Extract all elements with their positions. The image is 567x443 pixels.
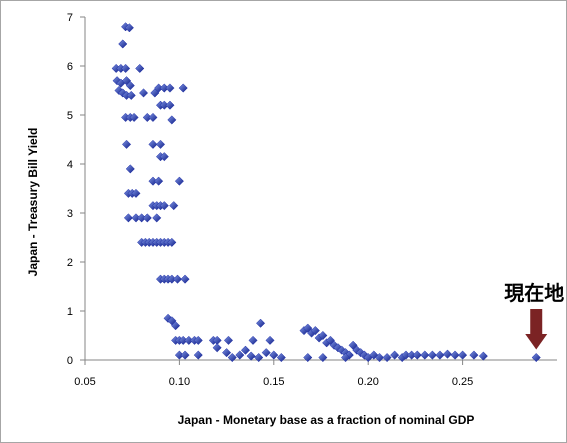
y-tick-label: 5 xyxy=(67,110,73,122)
data-point xyxy=(435,350,445,360)
data-point xyxy=(340,352,351,363)
data-point xyxy=(165,100,175,110)
data-point xyxy=(458,350,468,360)
data-point xyxy=(193,350,203,360)
data-point xyxy=(450,350,460,360)
current-position-label: 現在地 xyxy=(504,281,564,305)
data-point xyxy=(478,351,488,361)
data-point xyxy=(222,348,232,358)
data-point xyxy=(167,237,177,247)
axes xyxy=(84,17,557,361)
y-axis-ticks: 0 1 2 3 4 5 6 7 xyxy=(67,12,85,367)
data-point xyxy=(121,139,132,149)
data-point xyxy=(212,343,222,353)
data-point xyxy=(154,176,164,186)
y-tick-label: 7 xyxy=(67,12,73,24)
data-point xyxy=(223,335,234,345)
data-point xyxy=(246,351,256,361)
data-point xyxy=(159,152,169,162)
data-point xyxy=(240,345,251,355)
data-point xyxy=(469,350,479,360)
data-point xyxy=(123,213,133,223)
data-point xyxy=(167,115,177,125)
data-point xyxy=(124,23,134,33)
data-point xyxy=(265,335,275,345)
data-point xyxy=(269,350,279,360)
data-point xyxy=(310,326,320,336)
y-tick-label: 0 xyxy=(67,355,73,367)
y-axis-title: Japan - Treasury Bill Yield xyxy=(26,128,40,277)
data-point xyxy=(180,350,190,360)
data-point xyxy=(318,330,328,341)
data-point xyxy=(531,352,541,363)
current-position-annotation: 現在地 xyxy=(504,281,564,350)
data-point xyxy=(126,90,136,100)
data-point xyxy=(442,349,453,359)
data-point xyxy=(125,81,135,91)
data-point xyxy=(121,63,131,74)
data-point xyxy=(125,164,135,174)
data-points xyxy=(111,22,541,363)
y-tick-label: 1 xyxy=(67,306,73,318)
x-axis-title: Japan - Monetary base as a fraction of n… xyxy=(178,413,475,427)
y-tick-label: 6 xyxy=(67,61,73,73)
data-point xyxy=(390,350,400,360)
data-point xyxy=(135,63,145,74)
data-point xyxy=(254,352,264,363)
x-tick-label: 0.25 xyxy=(452,376,473,388)
data-point xyxy=(227,352,237,363)
data-point xyxy=(159,201,169,211)
data-point xyxy=(155,139,166,149)
x-tick-label: 0.05 xyxy=(74,376,95,388)
data-point xyxy=(165,83,175,93)
data-point xyxy=(148,112,158,123)
data-point xyxy=(261,348,271,358)
data-point xyxy=(180,274,190,284)
data-point xyxy=(148,139,158,149)
data-point xyxy=(138,88,149,98)
x-axis-ticks: 0.05 0.10 0.15 0.20 0.25 xyxy=(74,360,473,388)
y-tick-label: 3 xyxy=(67,208,73,220)
x-tick-label: 0.10 xyxy=(169,376,190,388)
data-point xyxy=(248,335,258,345)
data-point xyxy=(303,352,313,363)
y-tick-label: 4 xyxy=(67,159,73,171)
data-point xyxy=(412,350,422,360)
current-position-arrow-icon xyxy=(525,309,548,350)
data-point xyxy=(174,176,184,186)
data-point xyxy=(142,213,152,223)
data-point xyxy=(171,321,181,331)
data-point xyxy=(427,350,437,360)
x-tick-label: 0.20 xyxy=(357,376,378,388)
data-point xyxy=(169,201,179,211)
data-point xyxy=(420,350,430,360)
data-point xyxy=(118,39,128,49)
data-point xyxy=(172,274,183,284)
y-tick-label: 2 xyxy=(67,257,73,269)
x-tick-label: 0.15 xyxy=(263,376,284,388)
data-point xyxy=(112,76,122,86)
data-point xyxy=(235,350,245,360)
data-point xyxy=(374,352,385,363)
data-point xyxy=(256,318,266,328)
data-point xyxy=(276,352,286,363)
data-point xyxy=(178,83,188,93)
data-point xyxy=(318,352,328,363)
data-point xyxy=(193,335,203,345)
data-point xyxy=(382,352,392,363)
data-point xyxy=(152,213,162,223)
data-point xyxy=(129,112,139,123)
data-point xyxy=(118,88,128,98)
data-point xyxy=(131,188,141,198)
